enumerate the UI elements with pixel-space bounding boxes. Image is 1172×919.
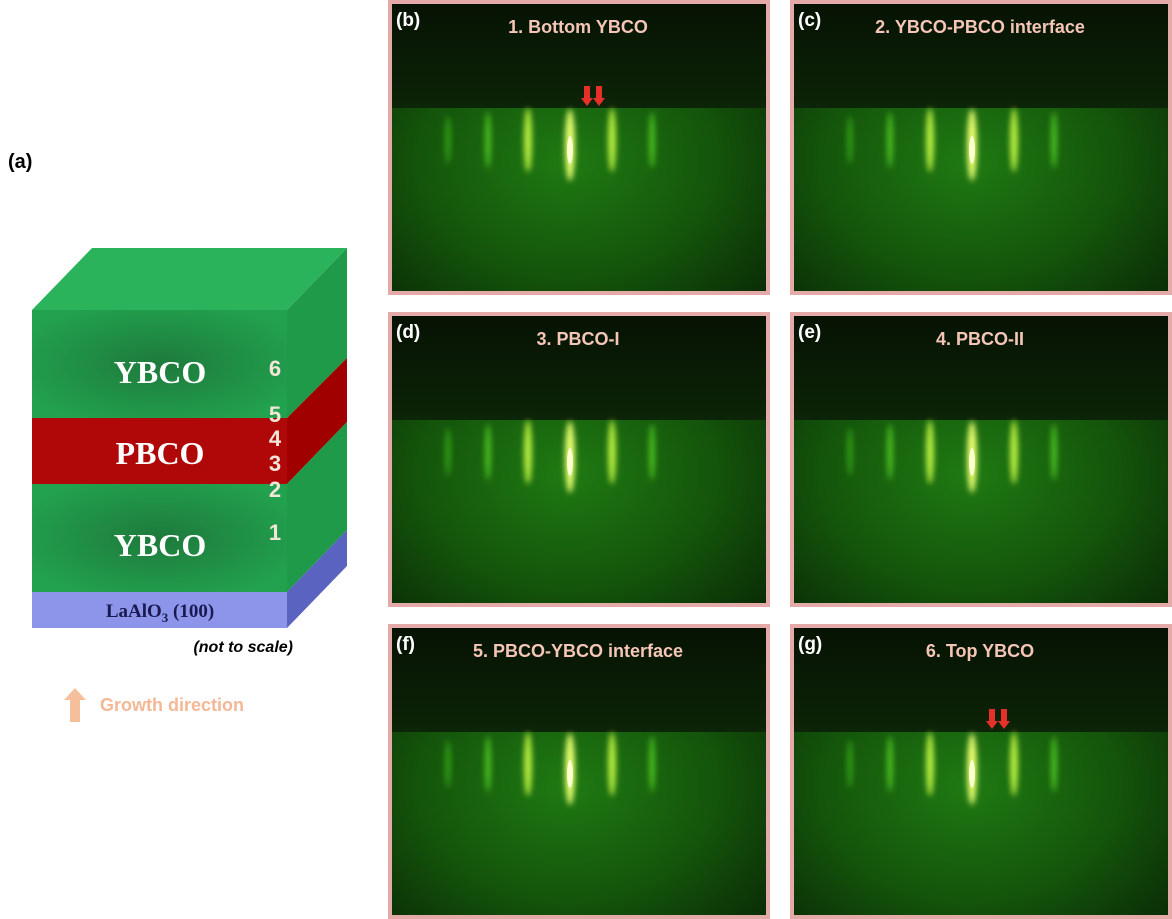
growth-direction: Growth direction	[100, 695, 244, 715]
panel-title: 3. PBCO-I	[536, 329, 619, 349]
rheed-panel: (c) 2. YBCO-PBCO interface	[790, 0, 1172, 295]
substrate-label: LaAlO3 (100)	[106, 601, 214, 625]
stage-number: 6	[269, 356, 281, 381]
stage-number: 2	[269, 477, 281, 502]
rheed-image	[790, 624, 1172, 919]
rheed-panels: (b) 1. Bottom YBCO (c) 2. YBCO-PBCO interfa…	[388, 0, 1172, 919]
rheed-panel: (g) 6. Top YBCO	[790, 624, 1172, 919]
rheed-panel: (d) 3. PBCO-I	[388, 312, 770, 607]
stage-number: 1	[269, 520, 281, 545]
rheed-image	[790, 312, 1172, 607]
panel-title: 1. Bottom YBCO	[508, 17, 648, 37]
substrate-suffix: (100)	[168, 601, 214, 622]
growth-arrow	[64, 688, 86, 722]
stage-number: 3	[269, 451, 281, 476]
panel-title: 6. Top YBCO	[926, 641, 1034, 661]
rheed-panel: (e) 4. PBCO-II	[790, 312, 1172, 607]
scale-note: (not to scale)	[193, 639, 293, 656]
panel-label: (f)	[396, 634, 415, 655]
panel-title: 5. PBCO-YBCO interface	[473, 641, 683, 661]
rheed-image	[388, 0, 770, 295]
layer-label: PBCO	[116, 435, 205, 471]
page-body: {"figure": { "panel_a": { "label": "(a)"…	[0, 0, 1172, 919]
panel-label: (d)	[396, 322, 420, 343]
panel-label: (g)	[798, 634, 822, 655]
rheed-image	[388, 312, 770, 607]
stage-number: 4	[269, 426, 282, 451]
rheed-image	[790, 0, 1172, 295]
rheed-panel: (f) 5. PBCO-YBCO interface	[388, 624, 770, 919]
substrate-text: LaAlO	[106, 601, 162, 622]
panel-label: (a)	[8, 151, 32, 173]
rheed-panel: (b) 1. Bottom YBCO	[388, 0, 770, 295]
rheed-image	[388, 624, 770, 919]
layer-label: YBCO	[114, 527, 206, 563]
page: html, body { margin: 0; padding: 0; back…	[0, 0, 1172, 919]
panel-label: (b)	[396, 10, 420, 31]
panel-label: (e)	[798, 322, 821, 343]
figure: (a) YBCO PBCO YBCO LaAlO3 (100) 6 5 4 3 …	[0, 0, 1172, 919]
panel-label: (c)	[798, 10, 821, 31]
panel-title: 2. YBCO-PBCO interface	[875, 17, 1085, 37]
panel-title: 4. PBCO-II	[936, 329, 1024, 349]
stage-number: 5	[269, 402, 281, 427]
layer-label: YBCO	[114, 354, 206, 390]
